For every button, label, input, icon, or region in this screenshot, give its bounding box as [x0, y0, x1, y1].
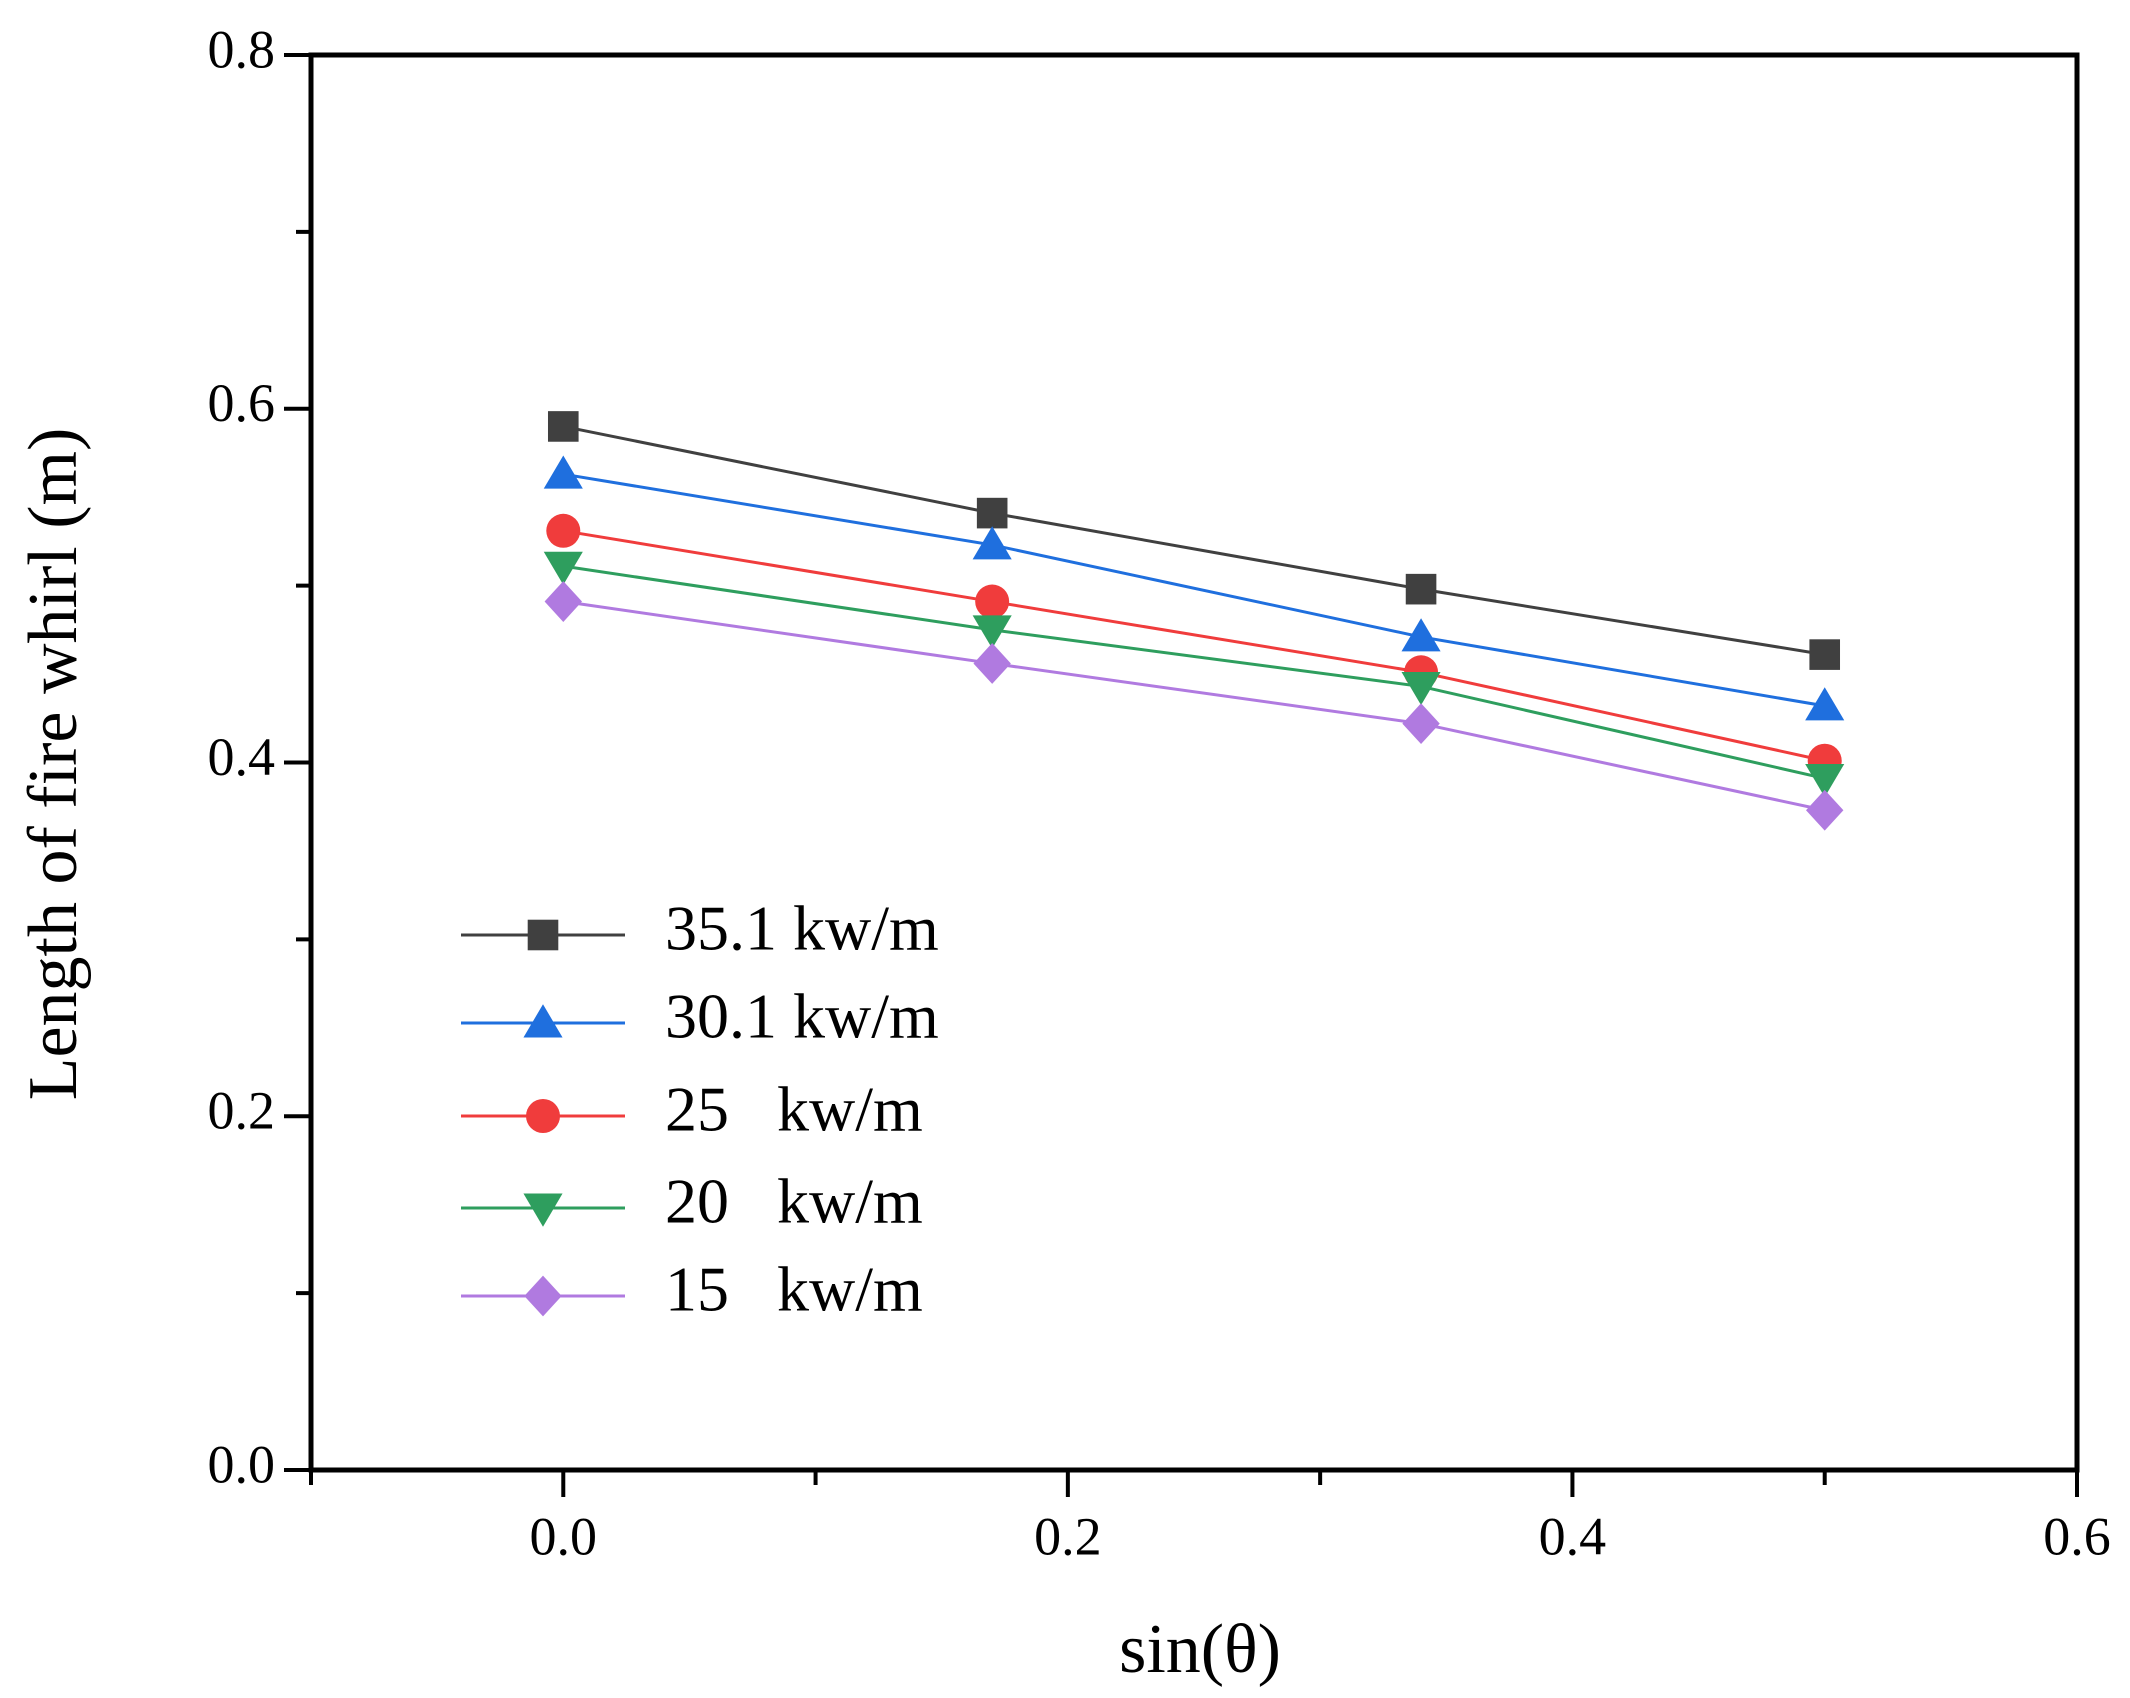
- marker: [547, 411, 579, 442]
- legend-marker: [523, 1004, 563, 1038]
- marker: [972, 526, 1012, 560]
- marker: [543, 455, 583, 489]
- marker: [1806, 789, 1844, 831]
- legend-marker: [523, 1193, 563, 1227]
- x-tick-label: 0.0: [530, 1506, 598, 1566]
- marker: [1401, 618, 1441, 652]
- y-tick-label: 0.6: [208, 373, 276, 433]
- marker: [1405, 573, 1437, 605]
- legend-label: 25 kw/m: [665, 1074, 923, 1145]
- series-line: [563, 600, 1826, 812]
- marker: [1809, 639, 1841, 670]
- series-line: [563, 529, 1826, 763]
- marker: [973, 643, 1011, 684]
- y-tick-label: 0.4: [208, 727, 276, 787]
- y-tick-label: 0.8: [208, 19, 276, 79]
- marker: [1401, 671, 1441, 706]
- marker: [1805, 687, 1845, 721]
- marker: [544, 581, 582, 622]
- legend-label: 35.1 kw/m: [665, 893, 939, 964]
- series-line: [563, 564, 1826, 780]
- x-tick-label: 0.6: [2043, 1506, 2111, 1566]
- marker: [976, 497, 1008, 529]
- legend-label: 15 kw/m: [665, 1254, 923, 1325]
- series-line: [562, 424, 1825, 657]
- marker: [972, 615, 1012, 649]
- y-tick-label: 0.0: [208, 1434, 276, 1494]
- legend-label: 20 kw/m: [665, 1166, 923, 1237]
- marker: [1805, 763, 1845, 798]
- x-axis-title: sin(θ): [1119, 1611, 1281, 1688]
- x-tick-label: 0.2: [1034, 1506, 1102, 1566]
- legend-marker: [524, 1275, 562, 1317]
- y-axis-title: Length of fire whirl (m): [15, 428, 92, 1101]
- y-tick-label: 0.2: [208, 1081, 276, 1141]
- marker: [1402, 703, 1440, 744]
- series-line: [563, 472, 1825, 708]
- marker: [546, 513, 581, 548]
- marker: [975, 584, 1010, 619]
- x-tick-label: 0.4: [1539, 1506, 1607, 1566]
- legend-label: 30.1 kw/m: [665, 981, 939, 1052]
- legend-marker: [526, 1099, 560, 1133]
- legend-marker: [527, 919, 559, 951]
- marker: [543, 551, 583, 585]
